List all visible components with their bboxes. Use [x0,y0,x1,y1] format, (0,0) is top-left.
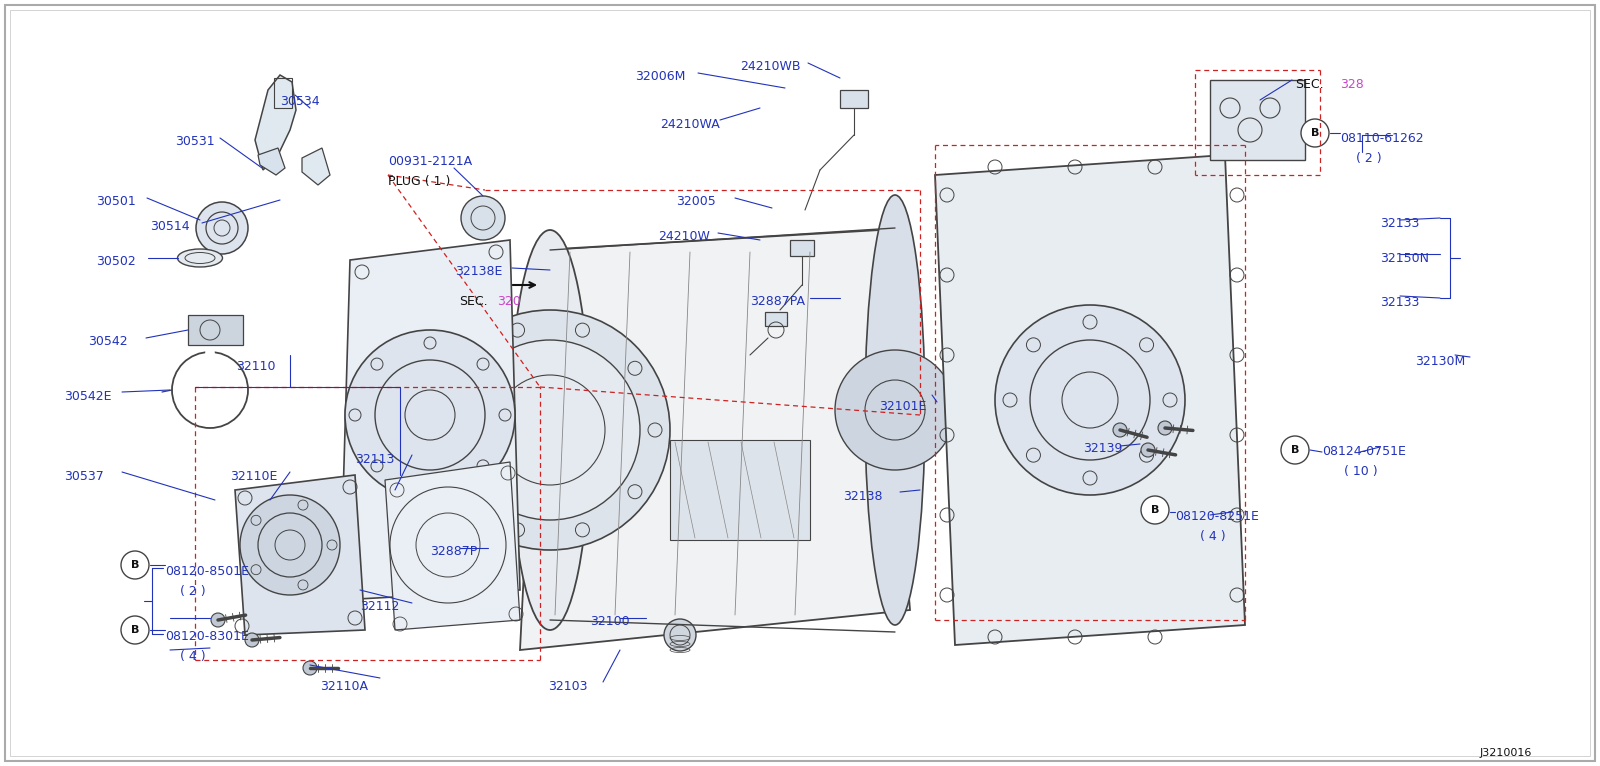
Text: 30502: 30502 [96,255,136,268]
Bar [790,240,814,256]
Ellipse shape [866,195,925,625]
Text: 328: 328 [1341,78,1363,91]
Bar [670,440,810,540]
Circle shape [240,495,339,595]
Circle shape [1301,119,1330,147]
Circle shape [461,340,640,520]
Polygon shape [254,75,296,170]
Circle shape [461,196,506,240]
Text: 32139: 32139 [1083,442,1122,455]
Polygon shape [934,155,1245,645]
Circle shape [1141,496,1170,524]
Text: 08124-0751E: 08124-0751E [1322,445,1406,458]
Text: 32110E: 32110E [230,470,277,483]
Circle shape [1282,436,1309,464]
Text: 32110: 32110 [237,360,275,373]
Text: 32110A: 32110A [320,680,368,693]
Text: 30514: 30514 [150,220,190,233]
Text: B: B [1150,505,1158,515]
Text: 32133: 32133 [1379,296,1419,309]
Circle shape [1158,421,1171,435]
Text: PLUG ( 1 ): PLUG ( 1 ) [387,175,450,188]
Text: 32100: 32100 [590,615,630,628]
Text: 32112: 32112 [360,600,400,613]
Ellipse shape [178,249,222,267]
Text: 32005: 32005 [675,195,715,208]
Text: 30537: 30537 [64,470,104,483]
Text: 32113: 32113 [355,453,394,466]
Text: 32103: 32103 [547,680,587,693]
Circle shape [302,661,317,675]
Text: 24210WA: 24210WA [661,118,720,131]
Text: 08120-8501E: 08120-8501E [165,565,250,578]
Circle shape [211,613,226,627]
Circle shape [1141,443,1155,457]
Text: B: B [131,625,139,635]
Circle shape [122,551,149,579]
Circle shape [430,310,670,550]
Bar [274,78,291,108]
Text: SEC.: SEC. [459,295,488,308]
Text: 32133: 32133 [1379,217,1419,230]
Polygon shape [339,240,520,600]
Bar [840,90,867,108]
Text: B: B [1291,445,1299,455]
Circle shape [122,616,149,644]
Text: 32887PA: 32887PA [750,295,805,308]
Bar [1210,80,1306,160]
Text: 30542E: 30542E [64,390,112,403]
Polygon shape [235,475,365,635]
Bar [765,312,787,326]
Polygon shape [258,148,285,175]
Text: 32138E: 32138E [454,265,502,278]
Text: 32130M: 32130M [1414,355,1466,368]
Text: 30531: 30531 [174,135,214,148]
Text: ( 4 ): ( 4 ) [1200,530,1226,543]
Text: ( 2 ): ( 2 ) [179,585,206,598]
Circle shape [346,330,515,500]
Text: 32150N: 32150N [1379,252,1429,265]
Text: ( 10 ): ( 10 ) [1344,465,1378,478]
Circle shape [664,619,696,651]
Circle shape [835,350,955,470]
Text: 08120-8301E: 08120-8301E [165,630,250,643]
Text: 30542: 30542 [88,335,128,348]
Text: ( 4 ): ( 4 ) [179,650,206,663]
Circle shape [195,202,248,254]
Text: SEC.: SEC. [1294,78,1323,91]
Polygon shape [520,230,910,650]
Polygon shape [386,462,520,630]
Text: 32887P: 32887P [430,545,477,558]
Ellipse shape [510,230,590,630]
Text: 30534: 30534 [280,95,320,108]
Text: 08120-8251E: 08120-8251E [1174,510,1259,523]
Circle shape [245,633,259,647]
Text: 30501: 30501 [96,195,136,208]
Text: 32101E: 32101E [878,400,926,413]
Text: 08110-61262: 08110-61262 [1341,132,1424,145]
Text: J3210016: J3210016 [1480,748,1533,758]
Text: 320: 320 [498,295,520,308]
Text: 32138: 32138 [843,490,883,503]
Text: 24210WB: 24210WB [739,60,800,73]
Text: 24210W: 24210W [658,230,710,243]
Text: B: B [131,560,139,570]
Bar [189,315,243,345]
Text: 32006M: 32006M [635,70,685,83]
Text: 00931-2121A: 00931-2121A [387,155,472,168]
Text: B: B [1310,128,1318,138]
Circle shape [995,305,1186,495]
Text: ( 2 ): ( 2 ) [1357,152,1382,165]
Circle shape [1114,423,1126,437]
Polygon shape [302,148,330,185]
